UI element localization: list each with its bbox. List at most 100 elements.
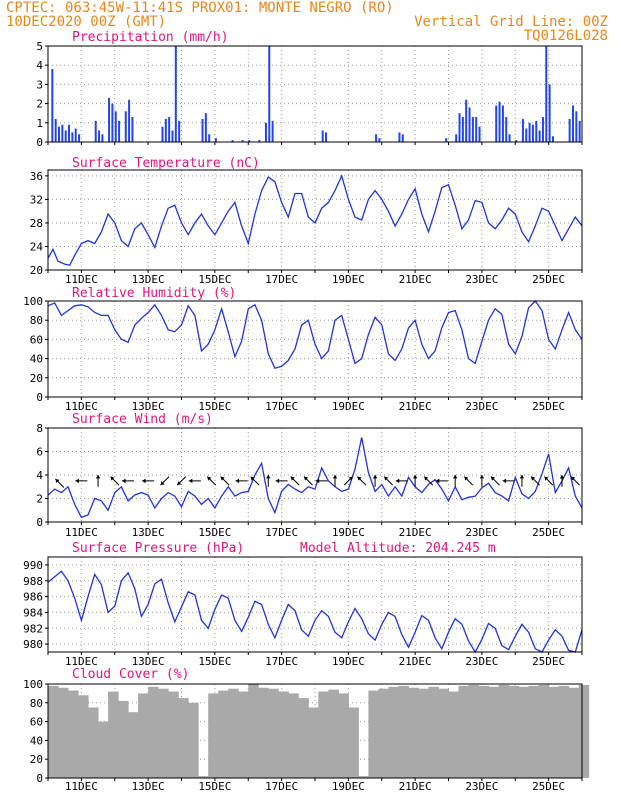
- ytick-label: 100: [23, 295, 43, 308]
- wind-arrow-head: [55, 478, 60, 484]
- xtick-label: 21DEC: [399, 526, 432, 539]
- wind-arrow-head: [177, 481, 182, 486]
- precip-bar: [208, 134, 211, 142]
- precip-bar: [475, 117, 478, 142]
- cloud-column: [358, 776, 369, 778]
- xtick-label: 13DEC: [132, 273, 165, 286]
- wind-arrow-head: [250, 476, 255, 481]
- xtick-label: 19DEC: [332, 273, 365, 286]
- wind-arrow-head: [332, 474, 338, 479]
- cloud-column: [448, 691, 460, 778]
- model-altitude-note: Model Altitude: 204.245 m: [300, 541, 496, 556]
- ytick-label: 2: [36, 493, 43, 506]
- ytick-label: 0: [36, 136, 43, 149]
- panel-wind: 0 2 4 6 8 11DEC 13DEC 15DEC 17DEC 19DEC 21DEC 23DEC…: [36, 412, 583, 539]
- cloud-column: [128, 712, 139, 778]
- ytick-label: 8: [36, 422, 43, 435]
- precip-bar: [508, 134, 511, 142]
- cloud-column: [518, 686, 530, 778]
- ytick-label: 100: [23, 678, 43, 691]
- ytick-label: 20: [30, 264, 43, 277]
- header-model-id: TQ0126L028: [524, 28, 608, 44]
- wind-arrow-head: [395, 478, 400, 484]
- xtick-label: 25DEC: [532, 655, 565, 668]
- xtick-label: 21DEC: [399, 273, 432, 286]
- cloud-column: [168, 691, 179, 778]
- precip-bar: [505, 117, 508, 142]
- precip-bar: [114, 111, 117, 142]
- xtick-label: 25DEC: [532, 273, 565, 286]
- xtick-label: 13DEC: [132, 780, 165, 793]
- precip-bar: [375, 134, 378, 142]
- xtick-label: 13DEC: [132, 526, 165, 539]
- precip-bar: [551, 136, 554, 142]
- ytick-label: 20: [30, 372, 43, 385]
- ytick-label: 986: [23, 591, 43, 604]
- precip-bar: [248, 140, 251, 142]
- xtick-label: 19DEC: [332, 526, 365, 539]
- xtick-label: 17DEC: [265, 780, 298, 793]
- xtick-label: 19DEC: [332, 780, 365, 793]
- xtick-label: 17DEC: [265, 273, 298, 286]
- ytick-label: 5: [36, 40, 43, 53]
- xtick-label: 25DEC: [532, 400, 565, 413]
- precip-bar: [124, 111, 127, 142]
- precip-bar: [168, 117, 171, 142]
- wind-arrow-head: [160, 481, 165, 486]
- panel-title: Surface Pressure (hPa): [72, 541, 244, 556]
- precip-bar: [455, 134, 458, 142]
- ytick-label: 24: [30, 240, 44, 253]
- ytick-label: 0: [36, 516, 43, 529]
- ytick-label: 28: [30, 217, 43, 230]
- xtick-label: 13DEC: [132, 655, 165, 668]
- xtick-label: 13DEC: [132, 400, 165, 413]
- xtick-label: 17DEC: [265, 655, 298, 668]
- precip-bar: [468, 107, 471, 142]
- wind-arrow-head: [235, 478, 240, 484]
- wind-arrow-head: [275, 478, 280, 484]
- precip-bar: [538, 130, 541, 142]
- cloud-column: [348, 707, 359, 778]
- cloud-column: [388, 686, 399, 778]
- cloud-column: [268, 688, 279, 778]
- precip-bar: [61, 124, 64, 142]
- wind-arrow-head: [357, 476, 362, 481]
- wind-arrow-head: [412, 474, 418, 479]
- cloud-column: [428, 686, 439, 778]
- wind-arrow-head: [220, 476, 225, 481]
- cloud-column: [558, 685, 570, 778]
- precip-bar: [54, 118, 57, 142]
- cloud-column: [218, 690, 229, 778]
- precip-bar: [51, 69, 54, 142]
- header-station-line: CPTEC: 063:45W-11:41S PROX01: MONTE NEGR…: [6, 0, 394, 16]
- panel-cloud: 0 20 40 60 80 100 11DEC 13DEC 15DEC 17DEC 19DEC 21D…: [23, 667, 590, 793]
- xtick-label: 23DEC: [465, 273, 498, 286]
- precip-bar: [535, 120, 538, 142]
- wind-arrow-head: [531, 476, 536, 481]
- cloud-column: [378, 688, 389, 778]
- ytick-label: 2: [36, 98, 43, 111]
- ytick-label: 80: [30, 697, 43, 710]
- wind-arrow-head: [266, 474, 271, 479]
- cloud-column: [178, 698, 189, 778]
- precip-bar: [64, 130, 67, 142]
- precip-bar: [74, 128, 77, 142]
- precip-bar: [458, 113, 461, 142]
- cloud-column: [58, 687, 69, 778]
- ytick-label: 4: [36, 59, 43, 72]
- wind-arrow-head: [479, 474, 485, 479]
- wind-arrow-head: [348, 476, 353, 481]
- wind-arrow-head: [122, 478, 126, 484]
- precip-bar: [231, 140, 234, 142]
- cloud-column: [298, 698, 309, 778]
- ytick-label: 32: [30, 193, 43, 206]
- precip-bar: [78, 134, 81, 142]
- cloud-column: [398, 685, 409, 778]
- panel-precip: 0 1 2 3 4 5 Precipitation (mm/h): [36, 30, 583, 149]
- precip-bar: [461, 117, 464, 142]
- xtick-label: 23DEC: [465, 780, 498, 793]
- cloud-column: [468, 684, 480, 778]
- precip-bar: [71, 132, 74, 142]
- cloud-column: [488, 686, 500, 778]
- cloud-column: [198, 776, 209, 778]
